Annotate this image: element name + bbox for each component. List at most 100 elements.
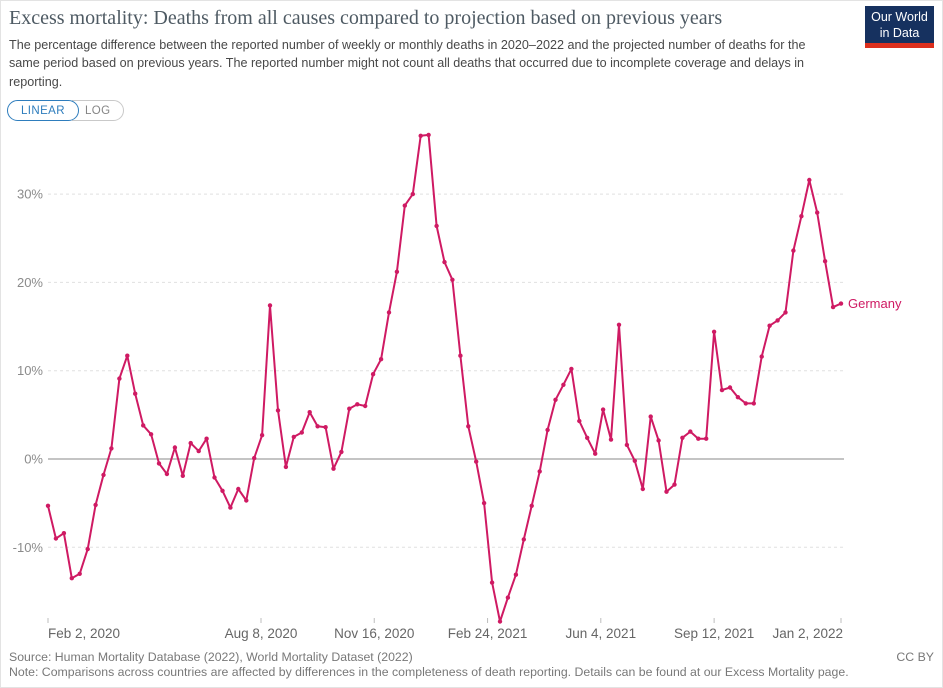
data-point-marker [481, 500, 487, 506]
y-tick-label: 30% [17, 187, 43, 202]
data-point-marker [648, 414, 653, 419]
data-point-marker [363, 403, 368, 409]
data-point-marker [267, 303, 273, 308]
data-point-marker [497, 619, 503, 624]
data-point-marker [593, 451, 598, 456]
data-point-marker [680, 435, 685, 440]
note-text: Note: Comparisons across countries are a… [9, 665, 849, 679]
data-point-marker [299, 430, 304, 435]
data-point-marker [569, 366, 574, 372]
data-point-marker [85, 546, 90, 552]
data-point-marker [600, 407, 606, 412]
data-point-marker [156, 461, 162, 466]
data-point-marker [815, 210, 820, 215]
data-point-marker [347, 406, 352, 411]
data-point-marker [307, 410, 312, 415]
data-point-marker [719, 387, 725, 393]
data-point-marker [339, 449, 344, 455]
y-tick-label: 10% [17, 363, 43, 378]
x-tick-label: Jun 4, 2021 [566, 626, 637, 641]
data-point-marker [704, 436, 709, 441]
germany-line[interactable] [47, 133, 842, 623]
data-point-marker [767, 323, 772, 328]
data-point-marker [505, 595, 511, 600]
data-point-marker [458, 353, 463, 358]
data-point-marker [101, 472, 106, 478]
data-point-marker [656, 438, 661, 443]
linear-button[interactable]: LINEAR [7, 100, 79, 121]
data-point-marker [275, 408, 281, 413]
data-point-marker [838, 301, 844, 306]
data-point-marker [513, 572, 519, 577]
data-point-marker [632, 458, 637, 463]
x-tick-label: Feb 24, 2021 [448, 626, 528, 641]
data-point-marker [426, 132, 431, 138]
data-point-marker [489, 580, 495, 585]
data-point-marker [608, 437, 614, 442]
data-point-marker [259, 433, 265, 438]
owid-logo-line1: Our World [871, 10, 928, 24]
data-point-marker [402, 203, 407, 208]
data-point-marker [743, 401, 748, 406]
data-point-marker [69, 576, 75, 581]
data-point-marker [442, 259, 447, 265]
data-point-marker [553, 397, 558, 402]
chart-canvas[interactable]: 30% 20% 10% 0% -10% Feb 2, 2020 Aug 8, 2020 Nov… [1, 126, 943, 649]
data-point-marker [410, 191, 415, 197]
data-point-marker [204, 436, 209, 441]
data-point-marker [164, 471, 170, 477]
data-point-marker [418, 133, 423, 138]
data-point-marker [141, 423, 146, 428]
data-point-marker [537, 469, 542, 474]
data-point-marker [561, 382, 566, 387]
source-text: Source: Human Mortality Database (2022),… [9, 650, 413, 664]
data-point-marker [93, 502, 98, 508]
data-point-marker [830, 304, 836, 310]
data-point-marker [822, 259, 828, 264]
data-point-marker [735, 395, 741, 400]
data-point-marker [807, 177, 812, 183]
data-point-marker [196, 448, 201, 454]
data-point-marker [759, 354, 764, 359]
series-label-germany[interactable]: Germany [848, 296, 902, 311]
cc-by-link[interactable]: CC BY [896, 650, 934, 664]
data-point-marker [394, 269, 400, 274]
data-point-marker [450, 277, 455, 282]
page-title: Excess mortality: Deaths from all causes… [9, 7, 723, 29]
data-point-marker [188, 440, 193, 446]
data-point-marker [624, 442, 630, 448]
data-point-marker [775, 318, 780, 323]
data-point-marker [616, 322, 622, 327]
x-tick-label: Jan 2, 2022 [772, 626, 843, 641]
data-point-marker [45, 503, 51, 508]
data-point-marker [577, 418, 582, 424]
x-tick-label: Sep 12, 2021 [674, 626, 754, 641]
data-point-marker [545, 427, 550, 433]
data-point-marker [323, 425, 328, 430]
data-point-marker [244, 498, 249, 503]
data-point-marker [529, 503, 534, 508]
data-point-marker [236, 486, 241, 492]
data-point-marker [61, 531, 67, 536]
data-point-marker [783, 310, 788, 315]
data-point-marker [466, 424, 471, 429]
data-point-marker [711, 329, 717, 334]
data-point-marker [799, 214, 804, 219]
data-point-marker [370, 372, 376, 377]
data-point-marker [378, 357, 384, 362]
data-point-marker [125, 353, 130, 358]
log-button[interactable]: LOG [71, 100, 125, 121]
data-point-marker [252, 455, 257, 461]
x-tick-label: Feb 2, 2020 [48, 626, 120, 641]
data-point-marker [331, 466, 336, 471]
data-point-marker [291, 434, 296, 440]
owid-logo[interactable]: Our World in Data [865, 6, 934, 48]
owid-logo-line2: in Data [879, 25, 920, 40]
data-point-marker [220, 488, 225, 493]
x-tick-label: Nov 16, 2020 [334, 626, 414, 641]
scale-toggle: LINEAR LOG [7, 100, 125, 121]
x-tick-label: Aug 8, 2020 [225, 626, 298, 641]
data-point-marker [751, 401, 756, 406]
data-point-marker [521, 537, 526, 542]
